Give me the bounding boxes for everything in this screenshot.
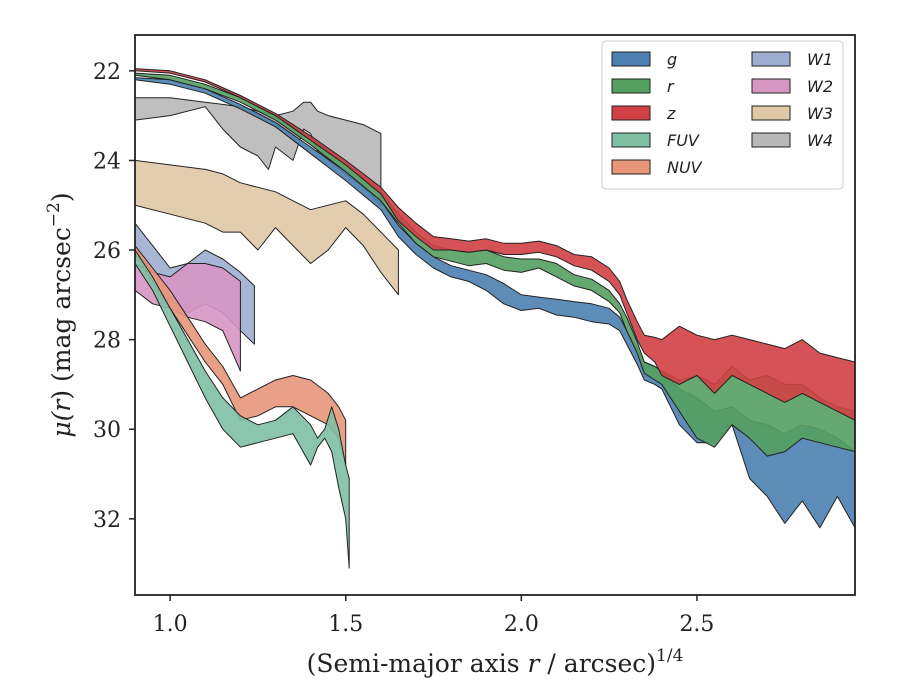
legend-swatch-nuv xyxy=(611,159,651,175)
y-axis-ticks: 22 24 26 28 30 32 xyxy=(93,60,135,533)
legend-swatch-z xyxy=(611,105,651,121)
x-tick-label: 2.0 xyxy=(504,612,539,637)
legend-label-fuv: FUV xyxy=(667,131,700,150)
y-tick-label: 24 xyxy=(93,149,121,174)
x-tick-label: 1.5 xyxy=(328,612,363,637)
y-tick-label: 30 xyxy=(93,418,121,443)
legend-swatch-fuv xyxy=(611,132,651,148)
x-tick-label: 1.0 xyxy=(153,612,188,637)
legend-label-w2: W2 xyxy=(807,77,833,96)
y-tick-label: 32 xyxy=(93,508,121,533)
legend-swatch-w3 xyxy=(751,105,791,121)
legend-frame xyxy=(601,40,844,190)
legend-label-w3: W3 xyxy=(807,104,833,123)
legend-swatch-w4 xyxy=(751,132,791,148)
legend-label-w1: W1 xyxy=(807,50,833,69)
x-axis-ticks: 1.0 1.5 2.0 2.5 xyxy=(153,595,714,637)
plot-frame xyxy=(134,34,856,596)
legend-swatch-r xyxy=(611,78,651,94)
legend-label-z: z xyxy=(666,104,676,123)
x-axis-label: (Semi-major axis r / arcsec)1/4 xyxy=(307,646,684,678)
legend-swatch-w1 xyxy=(751,51,791,67)
x-tick-label: 2.5 xyxy=(679,612,714,637)
legend-swatch-w2 xyxy=(751,78,791,94)
band-w3 xyxy=(135,159,399,296)
y-axis-label: μ(r) (mag arcsec−2) xyxy=(44,192,76,437)
y-tick-label: 26 xyxy=(93,239,121,264)
legend: grz FUV NUV W1 W2 W3 W4 xyxy=(601,40,844,190)
band-z xyxy=(135,68,855,421)
legend-label-nuv: NUV xyxy=(667,158,703,177)
legend-label-g: g xyxy=(667,50,677,69)
band-g xyxy=(135,77,855,529)
profile-bands xyxy=(135,68,855,569)
legend-label-w4: W4 xyxy=(807,131,833,150)
legend-label-r: r xyxy=(667,77,675,96)
legend-swatch-g xyxy=(611,51,651,67)
y-tick-label: 28 xyxy=(93,329,121,354)
y-tick-label: 22 xyxy=(93,60,121,85)
band-fuv xyxy=(135,249,350,569)
